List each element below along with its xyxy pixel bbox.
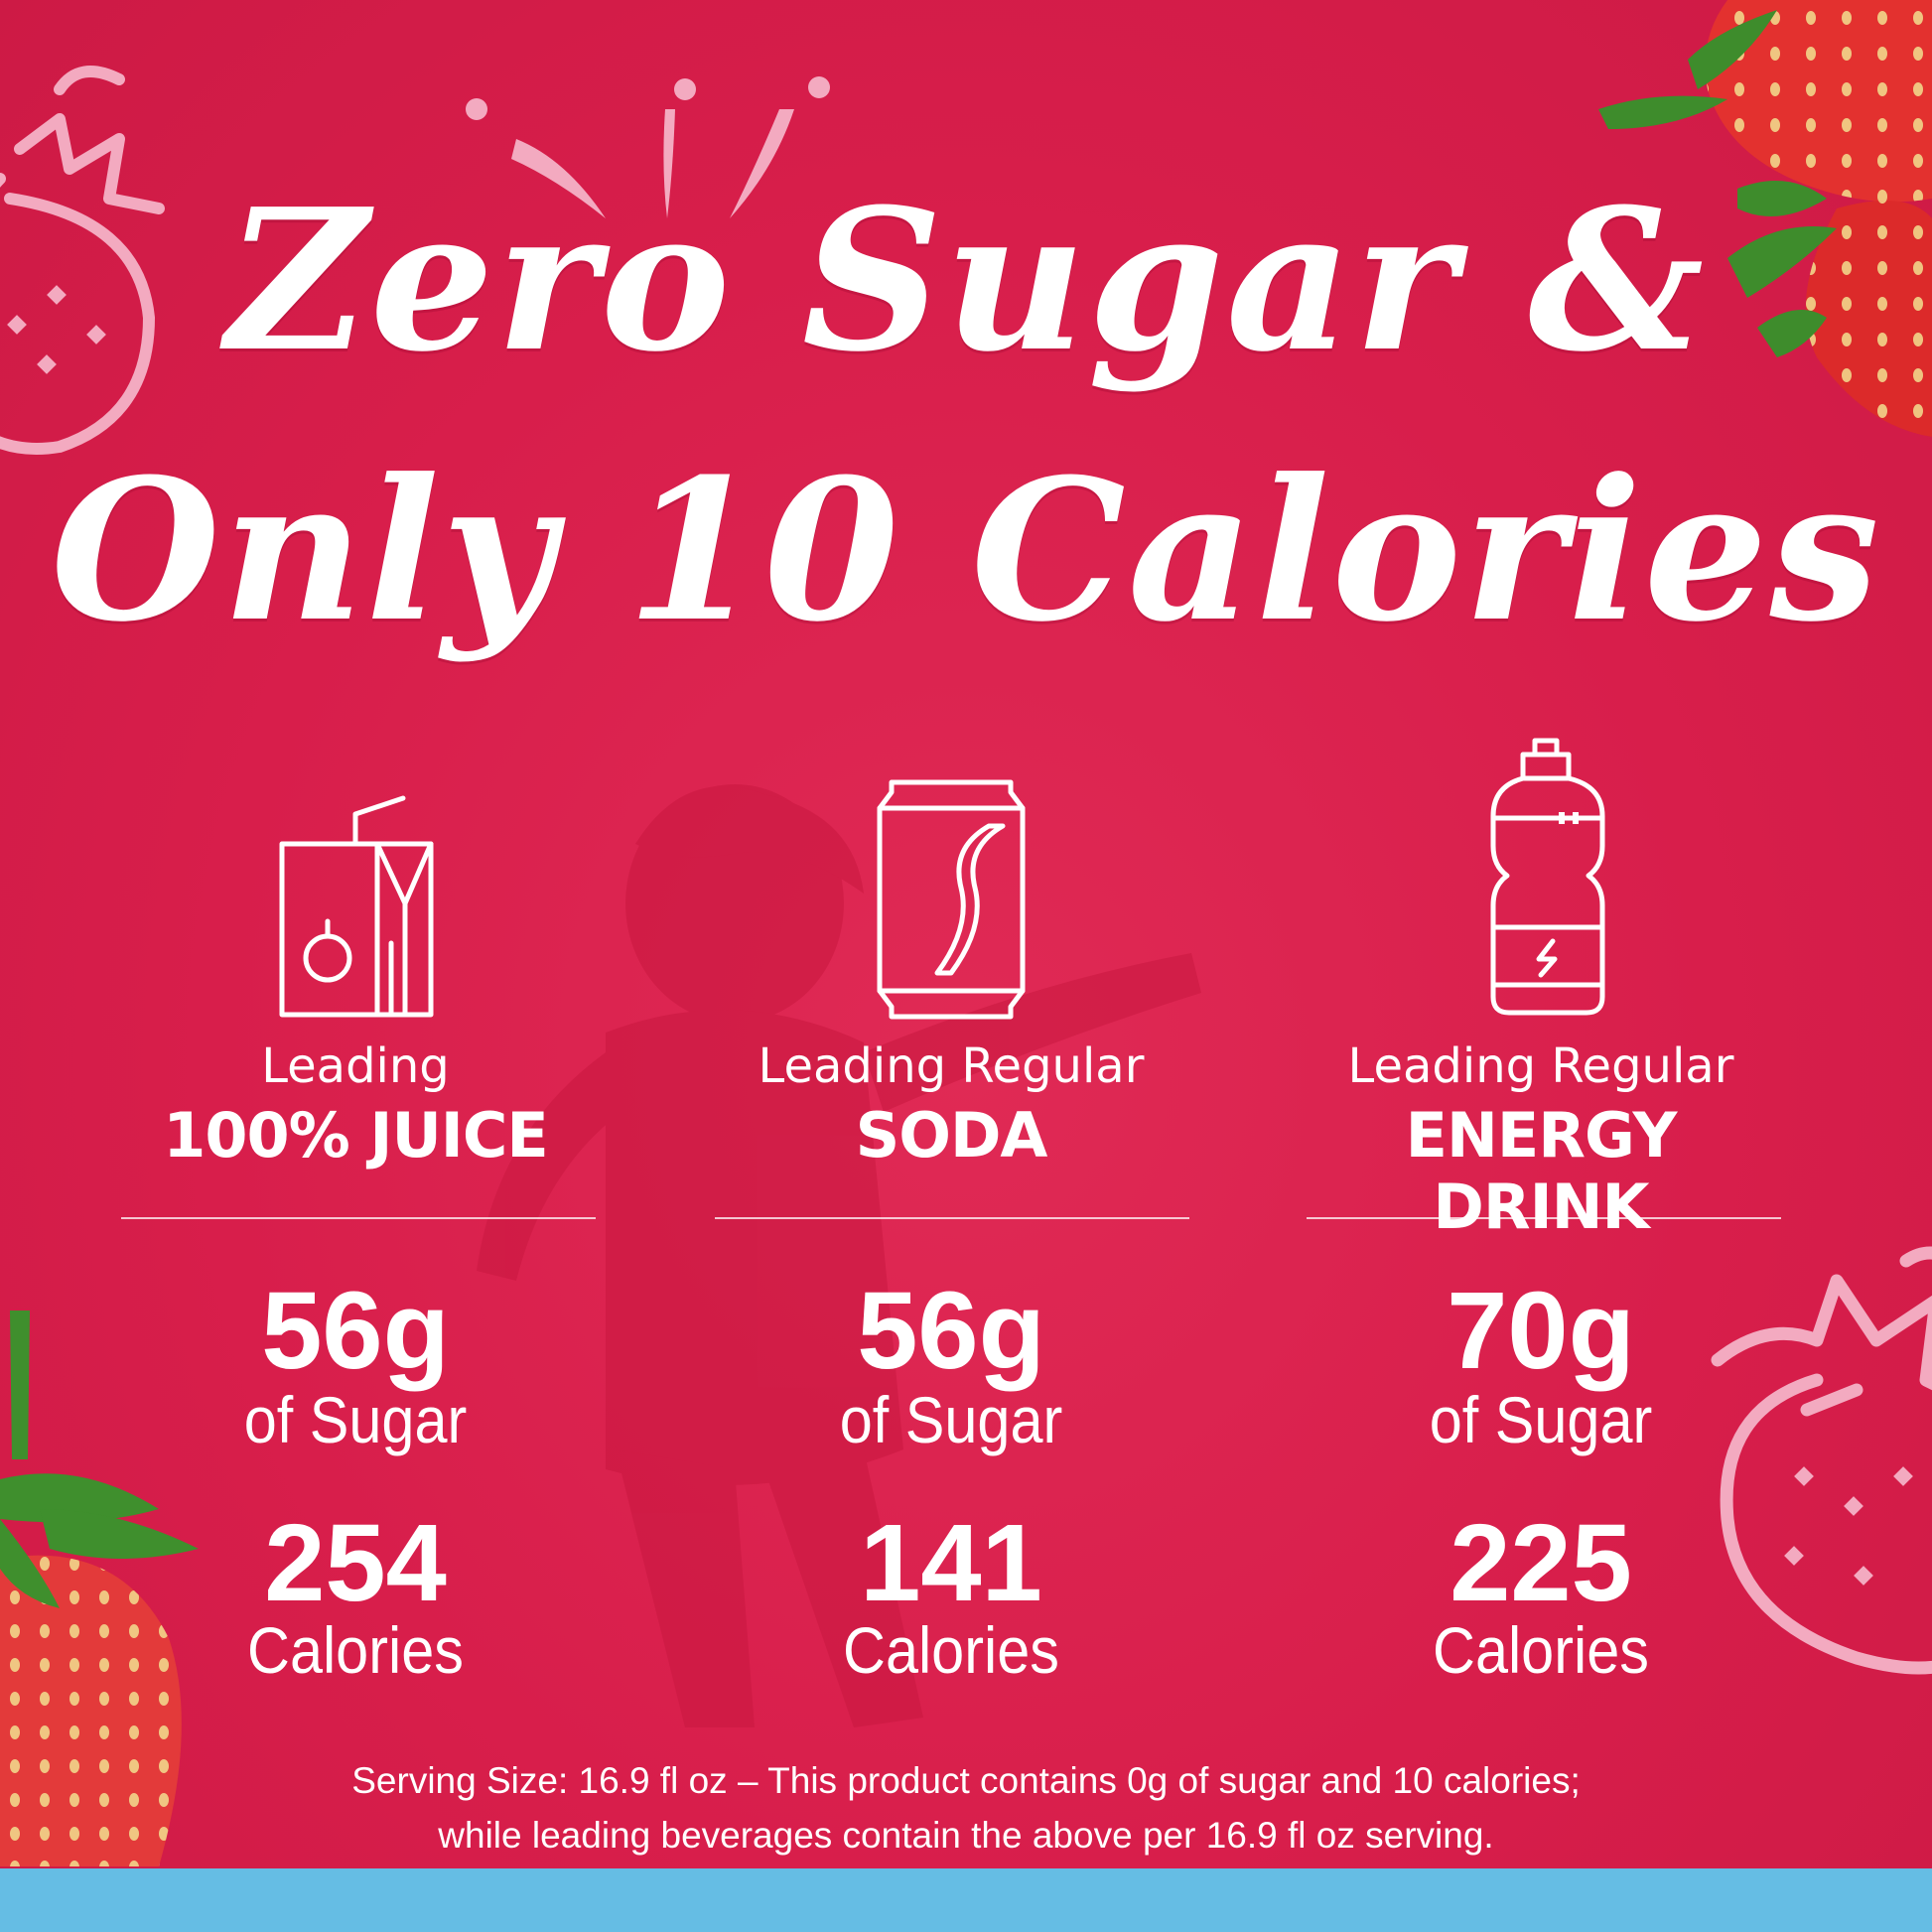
splash-marks: [466, 76, 830, 218]
juice-box-icon: [279, 795, 434, 1018]
strawberry-photo-top-right: [1598, 0, 1932, 437]
energy-divider: [1307, 1217, 1781, 1219]
soda-divider: [715, 1217, 1189, 1219]
juice-sugar-value: 56g: [261, 1270, 450, 1392]
juice-lead-text: Leading: [261, 1038, 450, 1094]
headline-line-2: Only 10 Calories: [51, 437, 1881, 665]
strawberry-photo-bottom-left: [0, 1311, 199, 1866]
outline-strawberry-decoration-right: [1711, 1246, 1932, 1675]
footnote-line-1: Serving Size: 16.9 fl oz – This product …: [351, 1760, 1581, 1801]
energy-sugar-label: of Sugar: [1429, 1383, 1653, 1456]
outline-strawberry-decoration: [0, 66, 165, 455]
soda-category: SODA: [855, 1099, 1048, 1172]
energy-category: ENERGY DRINK: [1405, 1099, 1678, 1243]
sports-bottle-icon: [1490, 738, 1605, 1016]
background-person-silhouette: [477, 784, 1201, 1727]
soda-calorie-label: Calories: [843, 1613, 1059, 1687]
headline-line-1: Zero Sugar &: [225, 167, 1707, 395]
serving-size-footnote: Serving Size: 16.9 fl oz – This product …: [0, 1753, 1932, 1863]
soda-lead-text: Leading Regular: [758, 1038, 1145, 1094]
juice-divider: [121, 1217, 596, 1219]
soda-can-icon: [877, 779, 1026, 1020]
juice-category: 100% JUICE: [163, 1099, 548, 1172]
energy-sugar-value: 70g: [1447, 1270, 1635, 1392]
energy-lead-text: Leading Regular: [1347, 1038, 1734, 1094]
soda-sugar-label: of Sugar: [839, 1383, 1063, 1456]
soda-calorie-value: 141: [860, 1502, 1042, 1624]
footnote-line-2: while leading beverages contain the abov…: [438, 1815, 1494, 1856]
soda-sugar-value: 56g: [857, 1270, 1045, 1392]
energy-calorie-label: Calories: [1433, 1613, 1649, 1687]
juice-calorie-value: 254: [264, 1502, 447, 1624]
juice-calorie-label: Calories: [247, 1613, 464, 1687]
bottom-blue-band: [0, 1868, 1932, 1932]
juice-sugar-label: of Sugar: [243, 1383, 468, 1456]
energy-calorie-value: 225: [1449, 1502, 1632, 1624]
